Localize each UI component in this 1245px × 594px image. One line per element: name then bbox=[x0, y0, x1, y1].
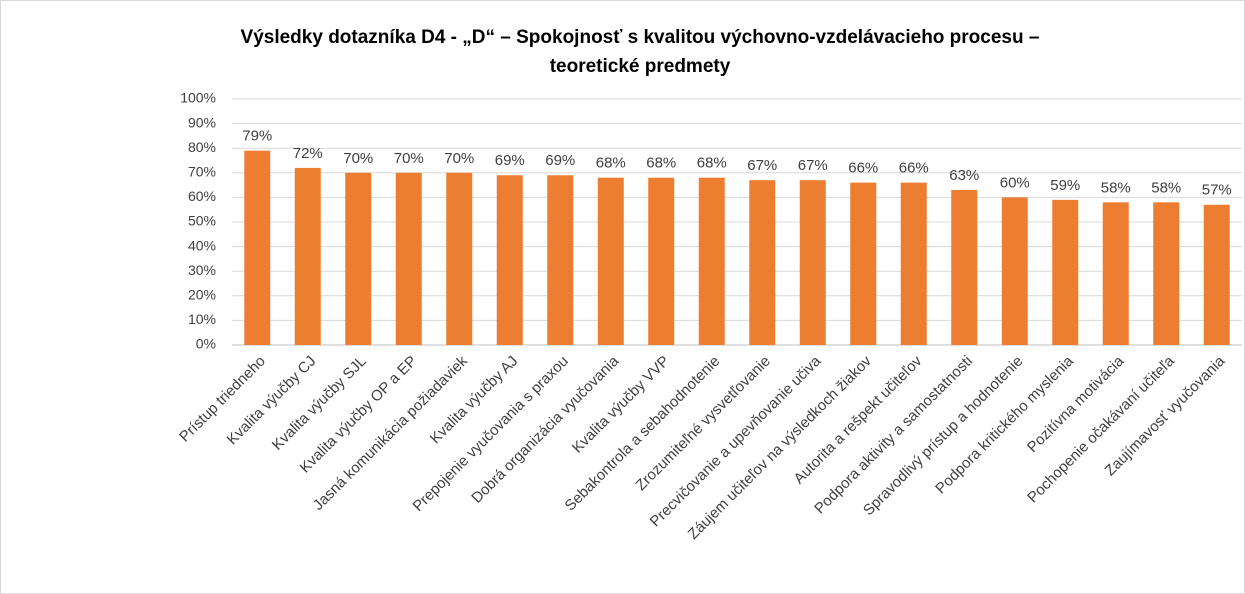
data-label: 72% bbox=[293, 145, 323, 162]
data-label: 69% bbox=[495, 152, 525, 169]
data-label: 79% bbox=[242, 128, 272, 145]
y-tick-label: 10% bbox=[188, 311, 216, 327]
data-label: 66% bbox=[899, 160, 929, 177]
bar bbox=[345, 172, 372, 345]
bar bbox=[951, 190, 978, 345]
bar bbox=[648, 177, 675, 345]
chart-title: Výsledky dotazníka D4 - „D“ – Spokojnosť… bbox=[241, 27, 1040, 48]
bar bbox=[749, 180, 776, 345]
data-label: 70% bbox=[343, 150, 373, 167]
y-tick-label: 60% bbox=[188, 188, 216, 204]
x-tick-label: Kvalita výučby AJ bbox=[427, 353, 522, 448]
y-tick-label: 100% bbox=[180, 90, 216, 106]
data-label: 69% bbox=[545, 152, 575, 169]
bar bbox=[1203, 204, 1230, 345]
data-label: 63% bbox=[949, 167, 979, 184]
y-tick-label: 20% bbox=[188, 287, 216, 303]
bar bbox=[698, 177, 725, 345]
bar bbox=[294, 167, 321, 345]
bar bbox=[395, 172, 422, 345]
bar bbox=[547, 175, 574, 345]
x-tick-label: Záujem učiteľov na výsledkoch žiakov bbox=[685, 352, 876, 543]
data-label: 70% bbox=[394, 150, 424, 167]
bar bbox=[446, 172, 473, 345]
y-tick-label: 50% bbox=[188, 213, 216, 229]
x-tick-label: Kvalita výučby VVP bbox=[569, 353, 673, 457]
y-tick-label: 90% bbox=[188, 114, 216, 130]
data-label: 66% bbox=[848, 160, 878, 177]
y-tick-label: 30% bbox=[188, 262, 216, 278]
y-tick-label: 40% bbox=[188, 237, 216, 253]
x-tick-label: Kvalita výučby CJ bbox=[224, 353, 320, 449]
data-label: 68% bbox=[646, 155, 676, 172]
data-label: 67% bbox=[798, 157, 828, 174]
bar bbox=[597, 177, 624, 345]
data-label: 67% bbox=[747, 157, 777, 174]
x-tick-label: Prístup triedneho bbox=[176, 353, 269, 446]
x-tick-label: Kvalita výučby SJL bbox=[269, 353, 370, 454]
data-label: 59% bbox=[1050, 177, 1080, 194]
y-tick-label: 80% bbox=[188, 139, 216, 155]
data-label: 58% bbox=[1101, 179, 1131, 196]
bar bbox=[244, 150, 271, 345]
bar bbox=[900, 182, 927, 345]
data-label: 68% bbox=[596, 155, 626, 172]
data-label: 58% bbox=[1151, 179, 1181, 196]
y-tick-label: 0% bbox=[196, 336, 216, 352]
bar bbox=[496, 175, 523, 345]
data-label: 70% bbox=[444, 150, 474, 167]
data-label: 57% bbox=[1202, 182, 1232, 199]
bar bbox=[1102, 202, 1129, 345]
bar bbox=[1153, 202, 1180, 345]
x-tick-label: Pozitívna motivácia bbox=[1024, 352, 1128, 456]
bar bbox=[1001, 197, 1028, 345]
data-label: 60% bbox=[1000, 174, 1030, 191]
chart-title: teoretické predmety bbox=[550, 56, 731, 77]
data-label: 68% bbox=[697, 155, 727, 172]
bar bbox=[1052, 199, 1079, 345]
y-tick-label: 70% bbox=[188, 164, 216, 180]
bar bbox=[850, 182, 877, 345]
bar bbox=[799, 180, 826, 345]
